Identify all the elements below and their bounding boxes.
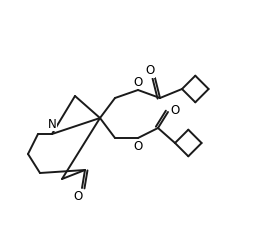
Text: O: O <box>73 190 83 202</box>
Text: O: O <box>133 140 143 153</box>
Text: N: N <box>48 118 56 131</box>
Text: O: O <box>145 64 155 77</box>
Text: O: O <box>170 104 180 117</box>
Text: O: O <box>133 76 143 88</box>
